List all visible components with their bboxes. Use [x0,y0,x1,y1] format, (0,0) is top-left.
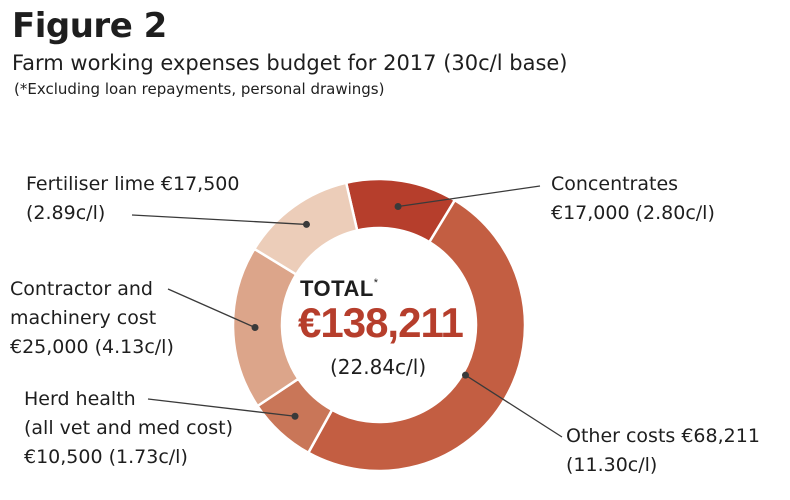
figure-title: Figure 2 [12,6,167,46]
figure-note: (*Excluding loan repayments, personal dr… [14,80,385,98]
leader-line-contractor-and-machinery-cost [167,288,256,329]
total-value: €138,211 [298,299,464,346]
label-fertiliser-lime: Fertiliser lime €17,500 (2.89c/l) [26,170,239,228]
slice-other-costs [306,198,527,473]
label-other-costs: Other costs €68,211 (11.30c/l) [566,422,760,480]
label-other-costs-line-2: (11.30c/l) [566,454,658,476]
label-herd-health-line-2: (all vet and med cost) [24,417,233,439]
leader-dot-contractor-and-machinery-cost [251,323,259,331]
leader-line-other-costs [465,374,563,438]
slice-contractor-and-machinery-cost [231,247,301,408]
label-fertiliser-line-1: Fertiliser lime €17,500 [26,173,240,195]
label-contractor-machinery: Contractor and machinery cost €25,000 (4… [10,275,174,362]
total-word: TOTAL [300,276,374,301]
total-heading: TOTAL* [300,276,379,302]
leader-dot-concentrates [394,203,402,211]
label-herd-health-line-1: Herd health [24,388,136,410]
total-rate: (22.84c/l) [330,355,427,379]
label-herd-health-line-3: €10,500 (1.73c/l) [24,446,188,468]
label-fertiliser-line-2: (2.89c/l) [26,202,106,224]
label-contractor-line-3: €25,000 (4.13c/l) [10,336,174,358]
figure-subtitle: Farm working expenses budget for 2017 (3… [12,51,568,75]
label-concentrates-line-2: €17,000 (2.80c/l) [551,202,715,224]
label-other-costs-line-1: Other costs €68,211 [566,425,760,447]
slice-fertiliser-lime [252,181,359,277]
label-concentrates: Concentrates €17,000 (2.80c/l) [551,170,715,228]
leader-dot-herd-health [291,412,299,420]
leader-line-fertiliser-lime [131,214,307,226]
label-contractor-line-1: Contractor and [10,278,153,300]
leader-line-herd-health [147,398,296,417]
leader-dot-fertiliser-lime [302,220,310,228]
leader-dot-other-costs [462,371,470,379]
label-concentrates-line-1: Concentrates [551,173,679,195]
label-herd-health: Herd health (all vet and med cost) €10,5… [24,385,233,472]
leader-line-concentrates [397,185,541,208]
total-asterisk: * [373,277,379,289]
label-contractor-line-2: machinery cost [10,307,157,329]
